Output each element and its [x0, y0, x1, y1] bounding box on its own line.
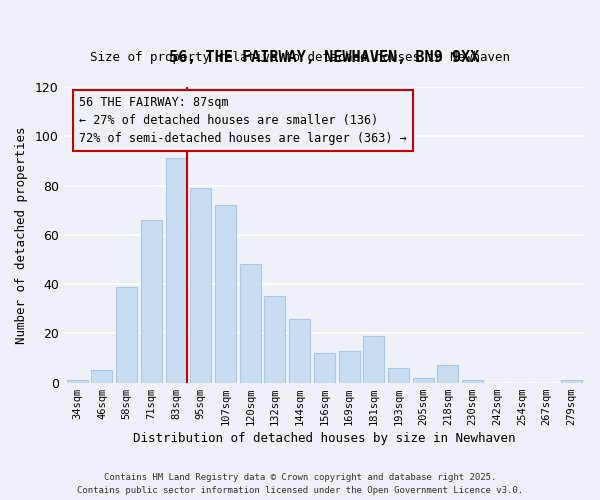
Bar: [215, 206, 236, 382]
X-axis label: Distribution of detached houses by size in Newhaven: Distribution of detached houses by size …: [133, 432, 515, 445]
Text: Contains HM Land Registry data © Crown copyright and database right 2025.
Contai: Contains HM Land Registry data © Crown c…: [77, 474, 523, 495]
Text: Size of property relative to detached houses in Newhaven: Size of property relative to detached ho…: [90, 52, 510, 64]
Title: 56, THE FAIRWAY, NEWHAVEN, BN9 9XX: 56, THE FAIRWAY, NEWHAVEN, BN9 9XX: [169, 50, 479, 65]
Bar: [67, 380, 88, 382]
Bar: [462, 380, 483, 382]
Bar: [388, 368, 409, 382]
Bar: [289, 318, 310, 382]
Bar: [363, 336, 384, 382]
Bar: [141, 220, 162, 382]
Text: 56 THE FAIRWAY: 87sqm
← 27% of detached houses are smaller (136)
72% of semi-det: 56 THE FAIRWAY: 87sqm ← 27% of detached …: [79, 96, 407, 145]
Bar: [437, 366, 458, 382]
Bar: [166, 158, 187, 382]
Bar: [91, 370, 112, 382]
Bar: [561, 380, 582, 382]
Bar: [413, 378, 434, 382]
Bar: [240, 264, 261, 382]
Bar: [116, 286, 137, 382]
Y-axis label: Number of detached properties: Number of detached properties: [15, 126, 28, 344]
Bar: [338, 350, 359, 382]
Bar: [190, 188, 211, 382]
Bar: [265, 296, 286, 382]
Bar: [314, 353, 335, 382]
